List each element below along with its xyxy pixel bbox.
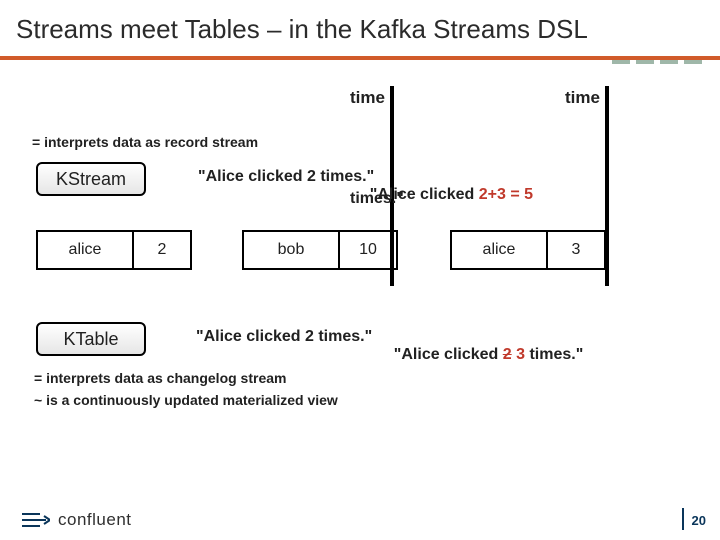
- record-2: bob 10: [242, 230, 398, 270]
- record-2-val: 10: [338, 230, 398, 270]
- ktable-interpret: = interprets data as changelog stream ~ …: [34, 368, 338, 411]
- kstream-quote-2-math: 2+3 = 5: [479, 186, 533, 203]
- kstream-quote-1: "Alice clicked 2 times.": [198, 168, 374, 186]
- confluent-logo-icon: [22, 510, 50, 530]
- brand-name: confluent: [58, 510, 132, 530]
- title-dashes: [612, 60, 702, 64]
- page-number: 20: [692, 513, 706, 528]
- time-label-1: time: [350, 88, 385, 108]
- ktable-interpret-l1: = interprets data as changelog stream: [34, 368, 338, 390]
- record-1-key: alice: [36, 230, 132, 270]
- ktable-quote-2-strike: 2: [503, 346, 512, 363]
- slide: Streams meet Tables – in the Kafka Strea…: [0, 0, 720, 540]
- ktable-quote-2-post: times.": [525, 346, 583, 363]
- record-3-val: 3: [546, 230, 606, 270]
- ktable-badge: KTable: [36, 322, 146, 356]
- record-2-key: bob: [242, 230, 338, 270]
- ktable-quote-2: "Alice clicked 2 3 times.": [376, 328, 583, 382]
- ktable-quote-1: "Alice clicked 2 times.": [196, 328, 372, 346]
- time-label-2: time: [565, 88, 600, 108]
- kstream-quote-2-post: times.": [350, 190, 404, 208]
- ktable-quote-2-new: 3: [512, 346, 525, 363]
- ktable-quote-2-pre: "Alice clicked: [394, 346, 503, 363]
- kstream-badge: KStream: [36, 162, 146, 196]
- slide-title: Streams meet Tables – in the Kafka Strea…: [16, 14, 588, 45]
- record-3-key: alice: [450, 230, 546, 270]
- record-1: alice 2: [36, 230, 192, 270]
- record-3: alice 3: [450, 230, 606, 270]
- footer-separator: [682, 508, 684, 530]
- ktable-interpret-l2: ~ is a continuously updated materialized…: [34, 390, 338, 412]
- kstream-interpret: = interprets data as record stream: [32, 134, 258, 150]
- record-1-val: 2: [132, 230, 192, 270]
- brand-logo: confluent: [22, 510, 132, 530]
